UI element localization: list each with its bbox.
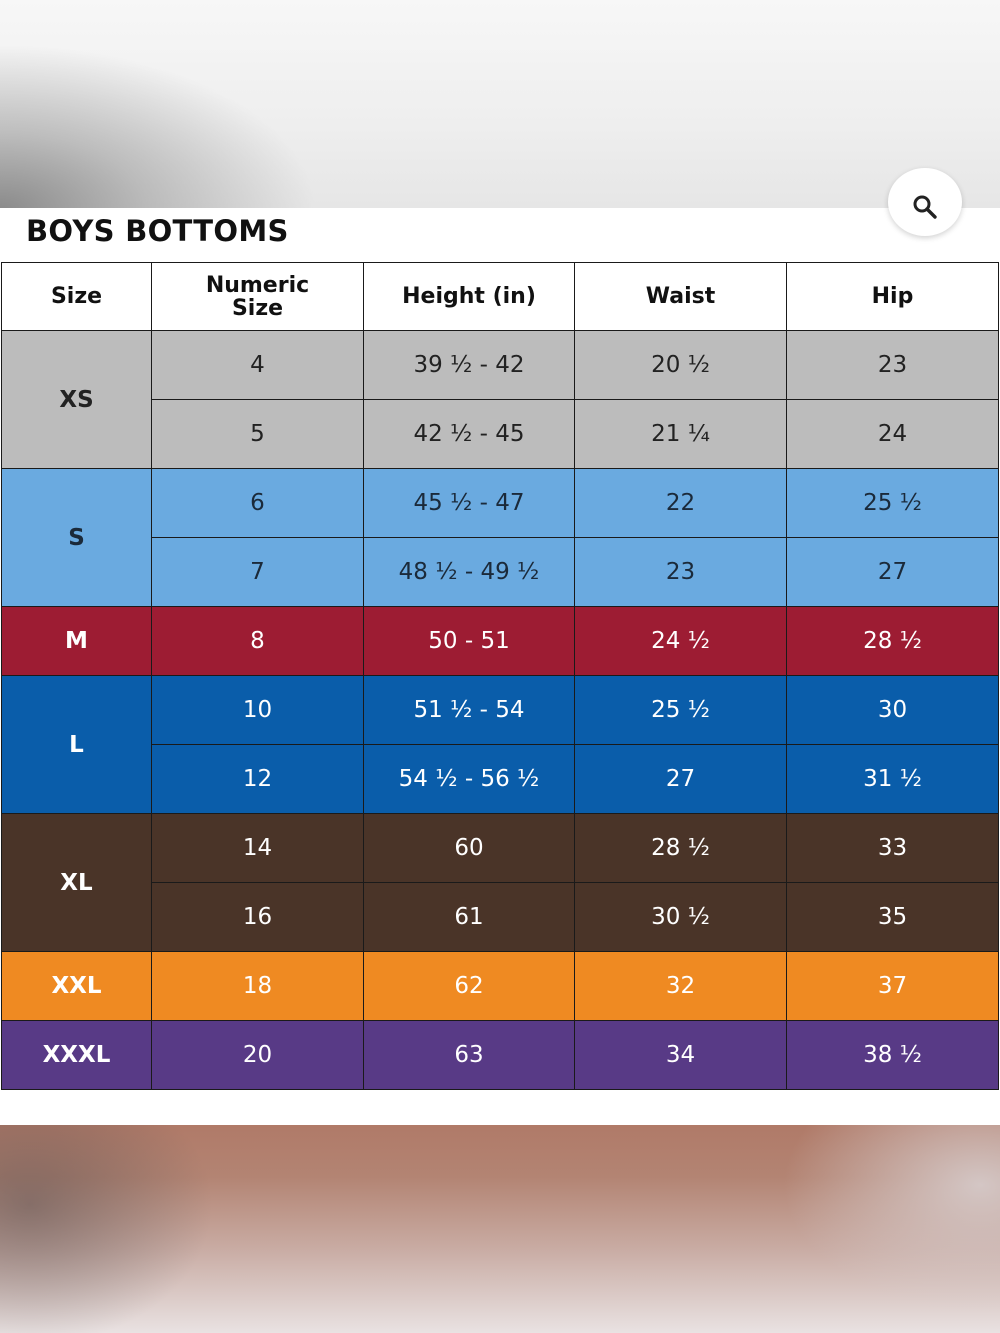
size-cell: M [1, 606, 152, 676]
hip-cell: 25 ½ [786, 468, 999, 538]
numeric-cell: 6 [151, 468, 364, 538]
height-cell: 61 [363, 882, 575, 952]
table-row: XXL 18 62 32 37 [1, 951, 999, 1021]
size-cell: XXL [1, 951, 152, 1021]
table-row: M 8 50 - 51 24 ½ 28 ½ [1, 606, 999, 676]
hip-cell: 30 [786, 675, 999, 745]
hip-cell: 35 [786, 882, 999, 952]
waist-cell: 22 [574, 468, 787, 538]
height-cell: 50 - 51 [363, 606, 575, 676]
size-chart-table: Size Numeric Size Height (in) Waist Hip … [1, 262, 999, 1090]
numeric-cell: 5 [151, 399, 364, 469]
numeric-cell: 16 [151, 882, 364, 952]
table-row: 16 61 30 ½ 35 [2, 882, 999, 952]
waist-cell: 32 [574, 951, 787, 1021]
height-cell: 60 [363, 813, 575, 883]
size-cell: S [1, 468, 152, 607]
waist-cell: 28 ½ [574, 813, 787, 883]
numeric-cell: 10 [151, 675, 364, 745]
hip-cell: 23 [786, 330, 999, 400]
table-row: XXXL 20 63 34 38 ½ [1, 1020, 999, 1090]
waist-cell: 27 [574, 744, 787, 814]
numeric-cell: 14 [151, 813, 364, 883]
table-row: XS 4 39 ½ - 42 20 ½ 23 [1, 330, 999, 469]
height-cell: 54 ½ - 56 ½ [363, 744, 575, 814]
height-cell: 45 ½ - 47 [363, 468, 575, 538]
header-numeric-size: Numeric Size [151, 262, 364, 331]
size-cell: L [1, 675, 152, 814]
hip-cell: 37 [786, 951, 999, 1021]
zoom-button[interactable] [888, 168, 962, 236]
numeric-cell: 12 [151, 744, 364, 814]
height-cell: 48 ½ - 49 ½ [363, 537, 575, 607]
header-numeric-size-label: Numeric Size [205, 272, 310, 321]
hip-cell: 31 ½ [786, 744, 999, 814]
numeric-cell: 8 [151, 606, 364, 676]
blurred-bottom-background [0, 1125, 1000, 1333]
numeric-cell: 18 [151, 951, 364, 1021]
chart-title: BOYS BOTTOMS [26, 214, 289, 248]
waist-cell: 23 [574, 537, 787, 607]
header-waist: Waist [574, 262, 787, 331]
height-cell: 42 ½ - 45 [363, 399, 575, 469]
zoom-magnifier-icon [913, 195, 937, 219]
waist-cell: 25 ½ [574, 675, 787, 745]
table-row: XL 14 60 28 ½ 33 [1, 813, 999, 952]
header-size: Size [1, 262, 152, 331]
waist-cell: 34 [574, 1020, 787, 1090]
height-cell: 39 ½ - 42 [363, 330, 575, 400]
table-row: 12 54 ½ - 56 ½ 27 31 ½ [2, 744, 999, 814]
table-header-row: Size Numeric Size Height (in) Waist Hip [1, 262, 999, 331]
hip-cell: 28 ½ [786, 606, 999, 676]
header-hip: Hip [786, 262, 999, 331]
waist-cell: 30 ½ [574, 882, 787, 952]
height-cell: 51 ½ - 54 [363, 675, 575, 745]
height-cell: 62 [363, 951, 575, 1021]
numeric-cell: 7 [151, 537, 364, 607]
table-row: L 10 51 ½ - 54 25 ½ 30 [1, 675, 999, 814]
hip-cell: 33 [786, 813, 999, 883]
size-cell: XXXL [1, 1020, 152, 1090]
hip-cell: 38 ½ [786, 1020, 999, 1090]
waist-cell: 24 ½ [574, 606, 787, 676]
table-row: 5 42 ½ - 45 21 ¼ 24 [2, 399, 999, 469]
numeric-cell: 20 [151, 1020, 364, 1090]
size-cell: XL [1, 813, 152, 952]
hip-cell: 27 [786, 537, 999, 607]
numeric-cell: 4 [151, 330, 364, 400]
waist-cell: 21 ¼ [574, 399, 787, 469]
hip-cell: 24 [786, 399, 999, 469]
table-row: S 6 45 ½ - 47 22 25 ½ [1, 468, 999, 607]
blurred-top-background [0, 0, 1000, 208]
header-height: Height (in) [363, 262, 575, 331]
waist-cell: 20 ½ [574, 330, 787, 400]
height-cell: 63 [363, 1020, 575, 1090]
size-cell: XS [1, 330, 152, 469]
table-row: 7 48 ½ - 49 ½ 23 27 [2, 537, 999, 607]
